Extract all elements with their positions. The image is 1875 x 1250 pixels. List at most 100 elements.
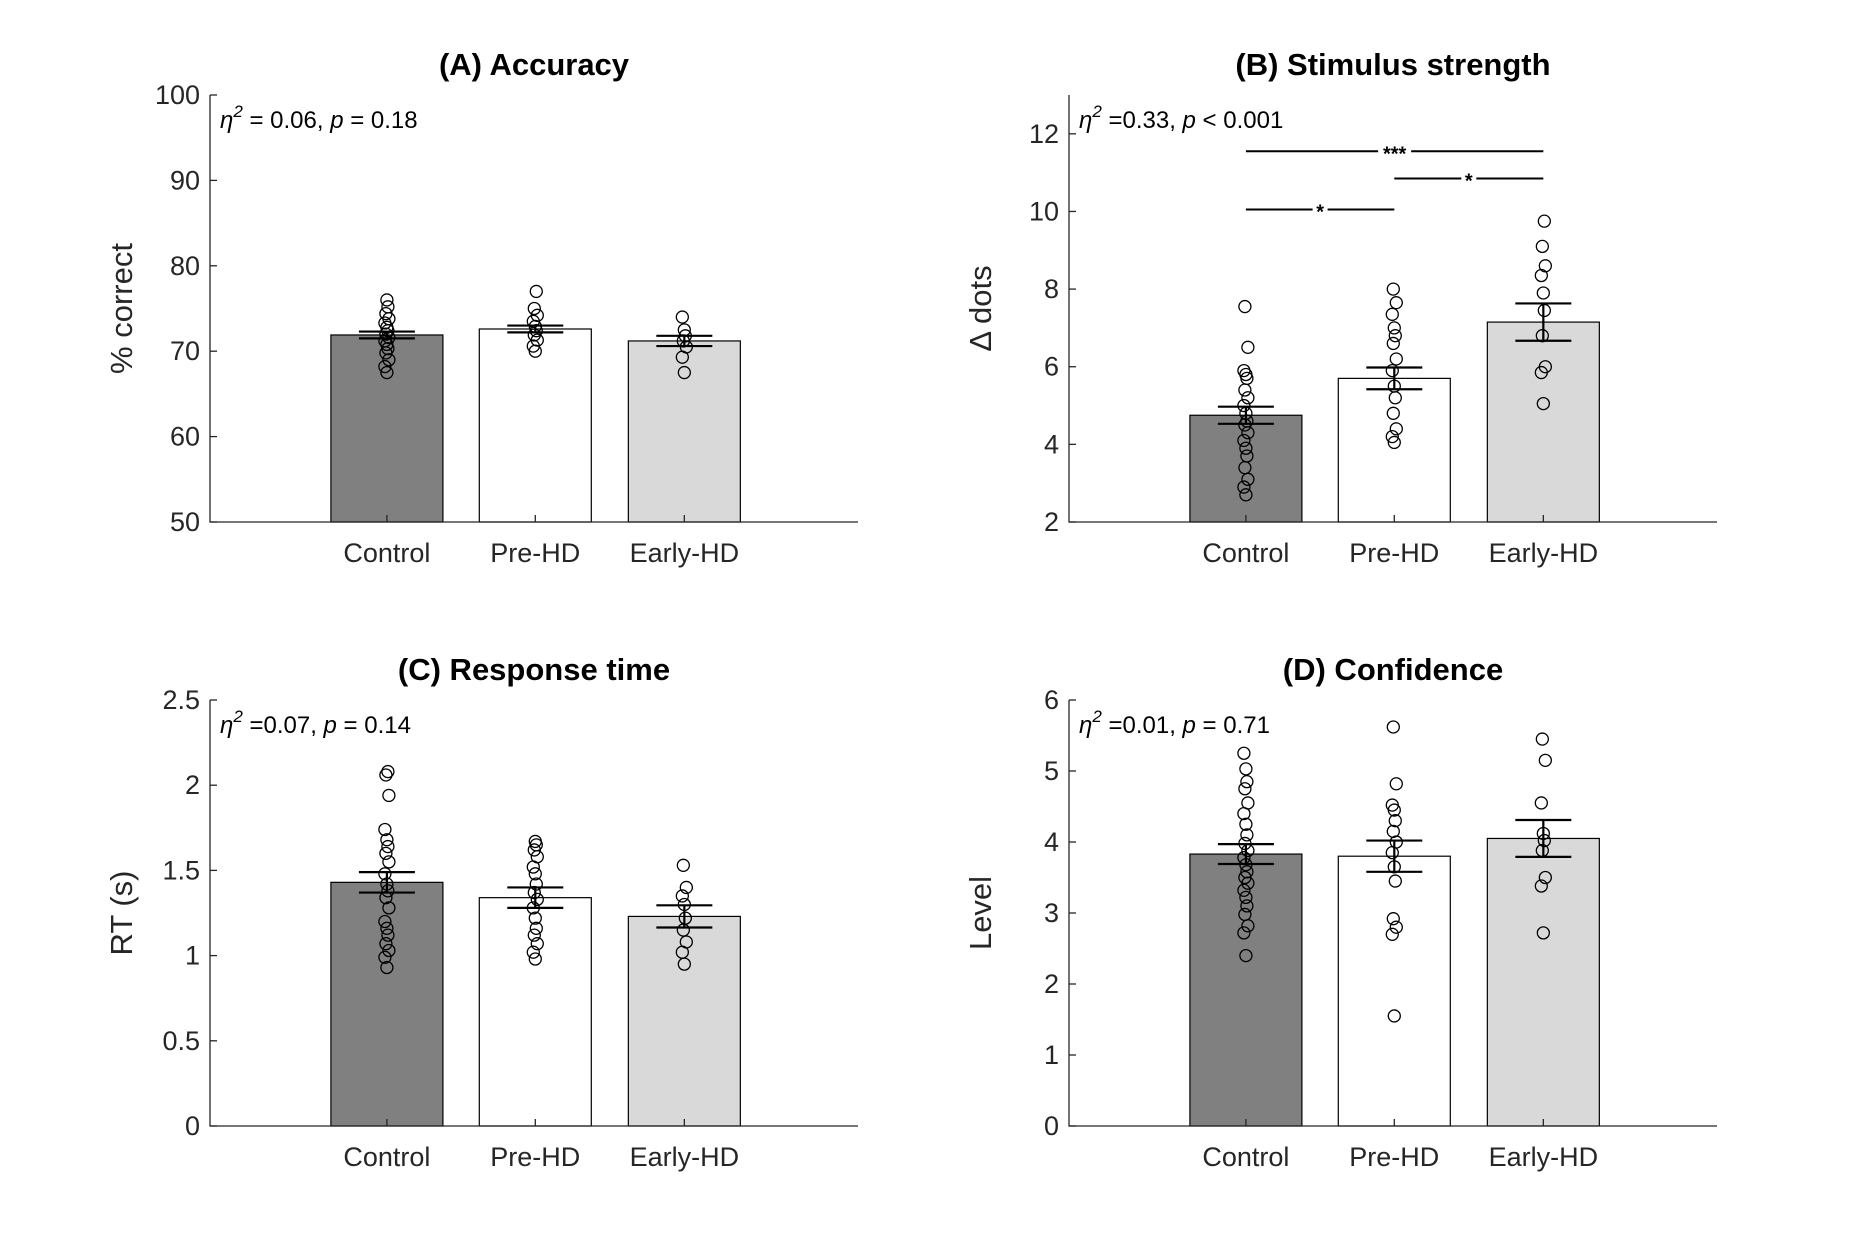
stat-p: p <box>323 712 337 739</box>
data-point <box>1238 299 1252 314</box>
data-point <box>528 952 542 966</box>
data-point <box>1389 352 1403 366</box>
stat-rest: < 0.001 <box>1196 107 1283 134</box>
data-point <box>1240 775 1254 789</box>
y-tick-label: 2 <box>1044 969 1059 999</box>
data-point <box>1240 828 1254 842</box>
significance-label: * <box>1316 202 1324 224</box>
y-tick-label: 2 <box>1044 507 1059 537</box>
y-tick-label: 0.5 <box>162 1026 200 1056</box>
data-point <box>1535 732 1549 746</box>
stat-sup: 2 <box>232 707 243 726</box>
data-point <box>1239 762 1253 776</box>
data-point <box>379 768 393 782</box>
y-axis-label: RT (s) <box>104 871 139 956</box>
y-tick-label: 1.5 <box>162 855 200 885</box>
data-point <box>530 850 544 864</box>
data-point <box>379 306 393 321</box>
data-point <box>380 293 394 307</box>
data-point <box>1538 870 1552 885</box>
data-point <box>1238 383 1252 397</box>
y-tick-label: 60 <box>170 422 200 452</box>
y-tick-label: 2 <box>185 770 200 800</box>
data-point <box>1237 480 1251 494</box>
stat-annotation: η2 =0.33, p < 0.001 <box>1079 102 1283 134</box>
data-point <box>1385 363 1399 378</box>
y-tick-label: 4 <box>1044 429 1059 459</box>
data-point <box>677 365 691 380</box>
data-point <box>1538 360 1552 374</box>
data-point <box>382 353 396 367</box>
data-point <box>381 764 395 779</box>
x-tick-label: Pre-HD <box>490 1142 580 1172</box>
x-tick-label: Control <box>1202 1142 1289 1172</box>
stat-rest: = 0.14 <box>337 712 411 739</box>
data-point <box>1389 296 1403 310</box>
stat-eq: =0.01, <box>1102 712 1183 739</box>
data-point <box>1534 796 1548 810</box>
y-tick-label: 3 <box>1044 898 1059 928</box>
data-point <box>528 867 542 881</box>
x-tick-label: Early-HD <box>1489 1142 1599 1172</box>
data-point <box>1237 926 1251 940</box>
error-bar <box>1217 405 1274 425</box>
data-point <box>382 901 396 915</box>
x-tick-label: Control <box>343 538 430 568</box>
stat-p: p <box>1182 107 1196 134</box>
y-tick-label: 6 <box>1044 685 1059 715</box>
error-bar <box>1217 843 1274 866</box>
x-tick-label: Early-HD <box>1489 538 1599 568</box>
x-tick-label: Early-HD <box>630 1142 740 1172</box>
significance-label: *** <box>1383 143 1407 165</box>
data-point <box>1387 435 1401 450</box>
stat-rest: = 0.71 <box>1196 712 1270 739</box>
data-point <box>380 921 394 935</box>
error-bar <box>656 904 713 929</box>
y-tick-label: 1 <box>1044 1040 1059 1070</box>
data-point <box>1385 307 1399 321</box>
data-point <box>1386 336 1400 351</box>
data-point <box>527 301 541 316</box>
chart-title: (A) Accuracy <box>439 47 630 82</box>
x-tick-label: Control <box>343 1142 430 1172</box>
data-point <box>530 892 544 907</box>
stat-p: p <box>1182 712 1196 739</box>
data-point <box>1237 883 1251 897</box>
y-tick-label: 80 <box>170 251 200 281</box>
y-axis-label: Level <box>963 876 998 950</box>
data-point <box>1239 948 1253 963</box>
data-point <box>1238 870 1252 885</box>
data-point <box>529 284 543 299</box>
x-tick-label: Pre-HD <box>1349 1142 1439 1172</box>
panel-1: 50 60 70 80 90 100 Control Pre-HD Early-HD (A) Ac… <box>104 47 858 568</box>
data-point <box>378 822 392 837</box>
stat-eta: η <box>1079 107 1092 134</box>
data-point <box>380 365 394 380</box>
stat-sup: 2 <box>232 102 243 121</box>
error-bar <box>507 324 564 334</box>
error-bar <box>1366 366 1423 391</box>
data-point <box>527 928 541 942</box>
data-point <box>378 334 392 348</box>
data-point <box>381 839 395 854</box>
data-point <box>378 359 392 374</box>
stat-rest: = 0.18 <box>344 107 418 134</box>
chart-title: (D) Confidence <box>1283 652 1503 687</box>
data-point <box>1240 449 1254 463</box>
data-point <box>1237 363 1251 378</box>
data-point <box>1389 422 1403 436</box>
data-point <box>1534 879 1548 893</box>
stat-sup: 2 <box>1091 102 1102 121</box>
data-point <box>1535 239 1549 254</box>
bar-pre-hd <box>478 328 592 523</box>
error-bar <box>1515 818 1572 859</box>
data-point <box>676 858 690 872</box>
y-tick-label: 10 <box>1029 196 1059 226</box>
data-point <box>382 943 396 958</box>
data-point <box>1388 329 1402 343</box>
data-point <box>380 960 394 975</box>
stat-eq: = 0.06, <box>243 107 330 134</box>
y-tick-label: 5 <box>1044 756 1059 786</box>
y-tick-label: 0 <box>185 1111 200 1141</box>
